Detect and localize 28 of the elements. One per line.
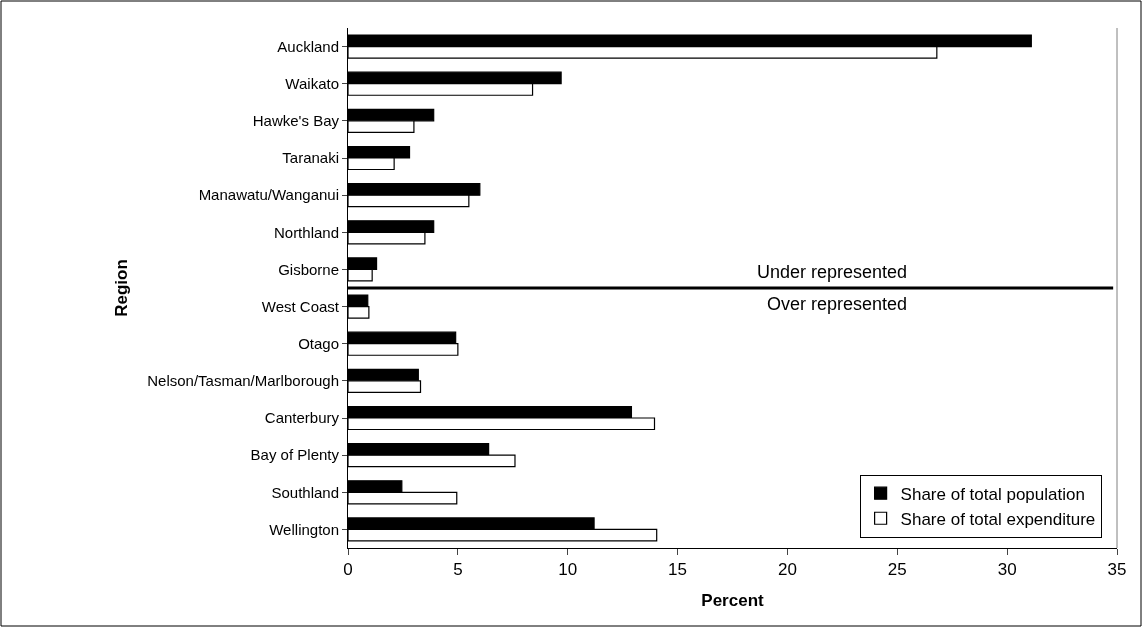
x-tick-label: 35 [1107, 560, 1127, 580]
y-tick-label: Nelson/Tasman/Marlborough [147, 372, 339, 390]
y-tick-label: Gisborne [278, 260, 339, 278]
y-tick-label: Wellington [269, 520, 339, 538]
y-tick-label: Southland [271, 483, 339, 501]
x-tick-label: 10 [558, 560, 578, 580]
y-tick-label: Waikato [285, 74, 339, 92]
y-tick-label: Northland [273, 223, 339, 241]
y-tick-label: Bay of Plenty [250, 446, 340, 464]
x-tick-label: 5 [453, 560, 463, 580]
x-axis-title: Percent [701, 590, 765, 610]
y-tick-label: Canterbury [264, 409, 340, 427]
y-tick-label: Otago [298, 334, 339, 352]
legend-label: Share of total population [900, 484, 1085, 504]
legend-label: Share of total expenditure [900, 509, 1096, 529]
x-tick-label: 15 [668, 560, 688, 580]
y-axis-title: Region [111, 259, 131, 317]
y-tick-label: Hawke's Bay [252, 112, 340, 130]
annotation: Over represented [767, 294, 908, 314]
annotation: Under represented [757, 262, 908, 282]
x-tick-label: 30 [997, 560, 1017, 580]
y-tick-label: West Coast [261, 297, 340, 315]
x-tick-label: 20 [777, 560, 797, 580]
x-tick-label: 0 [343, 560, 353, 580]
y-tick-label: Taranaki [282, 149, 339, 167]
y-tick-label: Manawatu/Wanganui [198, 186, 339, 204]
x-tick-label: 25 [887, 560, 907, 580]
y-tick-label: Auckland [277, 37, 339, 55]
